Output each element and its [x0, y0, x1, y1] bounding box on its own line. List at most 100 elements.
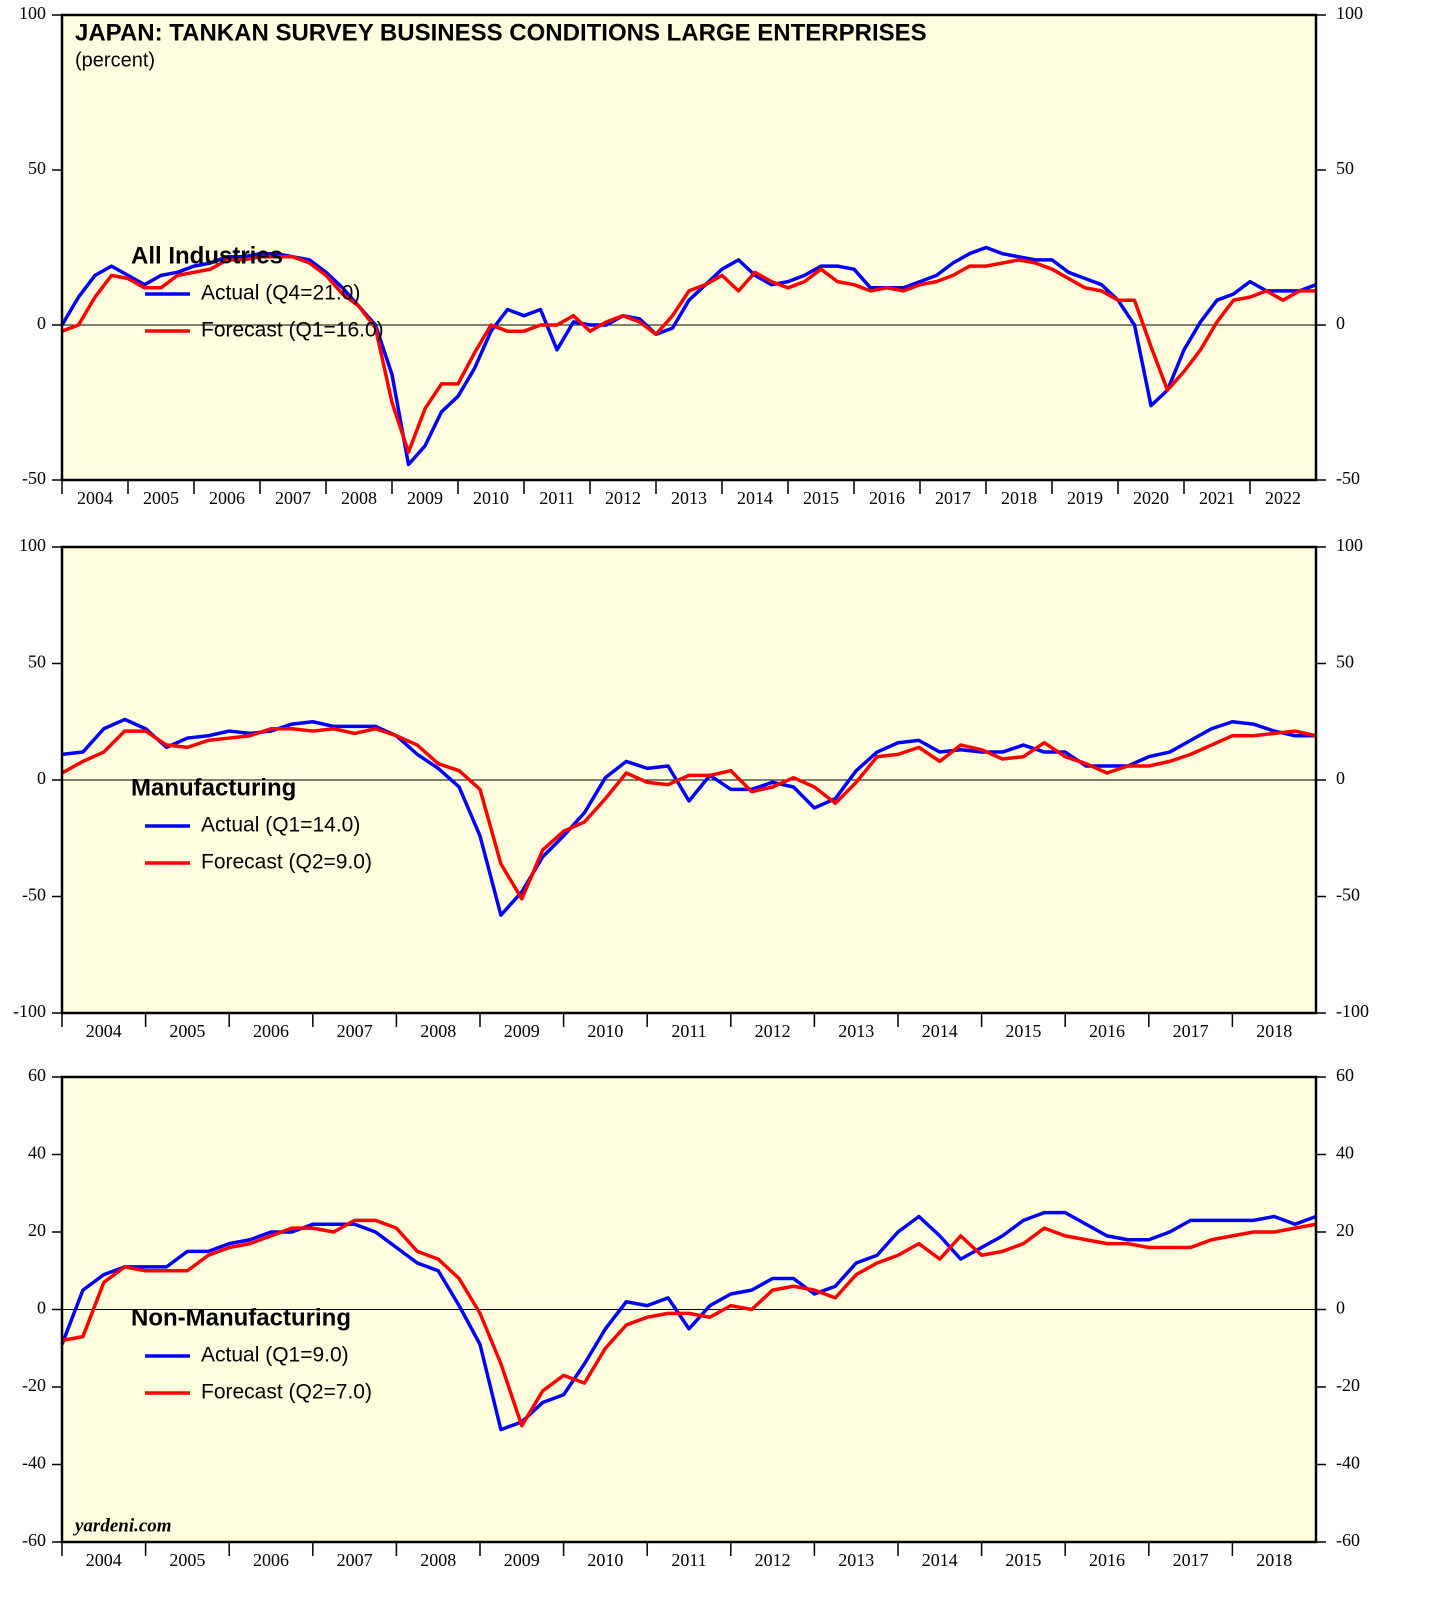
- panel-title: Manufacturing: [131, 774, 296, 801]
- x-tick-label: 2016: [869, 488, 905, 508]
- y-tick-label: -40: [22, 1453, 46, 1473]
- y-tick-label: 0: [1336, 313, 1345, 333]
- y-tick-label: 50: [28, 158, 46, 178]
- x-tick-label: 2015: [1005, 1021, 1041, 1041]
- y-tick-label: -60: [1336, 1530, 1360, 1550]
- x-tick-label: 2018: [1256, 1021, 1292, 1041]
- x-tick-label: 2020: [1133, 488, 1169, 508]
- x-tick-label: 2022: [1265, 488, 1301, 508]
- legend-label: Forecast (Q2=9.0): [201, 851, 372, 874]
- legend-label: Actual (Q1=14.0): [201, 814, 360, 837]
- y-tick-label: 100: [1336, 535, 1363, 555]
- y-tick-label: -60: [22, 1530, 46, 1550]
- legend-label: Forecast (Q1=16.0): [201, 319, 384, 342]
- series-line: [61, 1218, 1317, 1428]
- y-tick-label: 20: [1336, 1220, 1354, 1240]
- y-tick-label: 0: [37, 1298, 46, 1318]
- x-tick-label: 2018: [1256, 1550, 1292, 1570]
- x-tick-label: 2010: [473, 488, 509, 508]
- x-tick-label: 2006: [253, 1550, 289, 1570]
- x-tick-label: 2007: [337, 1550, 373, 1570]
- x-tick-label: 2011: [671, 1021, 706, 1041]
- x-tick-label: 2012: [605, 488, 641, 508]
- x-tick-label: 2004: [86, 1550, 122, 1570]
- plot-area: [62, 15, 1316, 480]
- y-tick-label: 40: [1336, 1143, 1354, 1163]
- x-tick-label: 2005: [143, 488, 179, 508]
- x-tick-label: 2006: [209, 488, 245, 508]
- x-tick-label: 2012: [755, 1021, 791, 1041]
- y-tick-label: 20: [28, 1220, 46, 1240]
- y-tick-label: -50: [22, 885, 46, 905]
- plot-frame: [60, 13, 1318, 482]
- x-tick-label: 2017: [1173, 1550, 1209, 1570]
- x-tick-label: 2011: [671, 1550, 706, 1570]
- x-tick-label: 2018: [1001, 488, 1037, 508]
- legend-label: Forecast (Q2=7.0): [201, 1381, 372, 1404]
- x-tick-label: 2010: [587, 1550, 623, 1570]
- x-tick-label: 2014: [922, 1550, 958, 1570]
- x-tick-label: 2009: [407, 488, 443, 508]
- series-line: [61, 726, 1317, 901]
- y-tick-label: -20: [1336, 1375, 1360, 1395]
- x-tick-label: 2008: [420, 1550, 456, 1570]
- y-tick-label: 40: [28, 1143, 46, 1163]
- y-tick-label: 60: [28, 1065, 46, 1085]
- x-tick-label: 2004: [77, 488, 113, 508]
- y-tick-label: -50: [1336, 885, 1360, 905]
- x-tick-label: 2021: [1199, 488, 1235, 508]
- x-tick-label: 2017: [1173, 1021, 1209, 1041]
- series-line: [61, 255, 1316, 454]
- x-tick-label: 2014: [922, 1021, 958, 1041]
- y-tick-label: -50: [1336, 468, 1360, 488]
- chart-title: JAPAN: TANKAN SURVEY BUSINESS CONDITIONS…: [75, 19, 927, 46]
- x-tick-label: 2016: [1089, 1550, 1125, 1570]
- x-tick-label: 2016: [1089, 1021, 1125, 1041]
- y-tick-label: 0: [1336, 768, 1345, 788]
- x-tick-label: 2014: [737, 488, 773, 508]
- y-tick-label: 100: [19, 3, 46, 23]
- y-tick-label: 0: [1336, 1298, 1345, 1318]
- x-tick-label: 2015: [803, 488, 839, 508]
- x-tick-label: 2009: [504, 1550, 540, 1570]
- y-tick-label: 100: [1336, 3, 1363, 23]
- y-tick-label: 50: [28, 652, 46, 672]
- x-tick-label: 2017: [935, 488, 971, 508]
- x-tick-label: 2007: [337, 1021, 373, 1041]
- y-tick-label: -100: [13, 1001, 46, 1021]
- x-tick-label: 2015: [1005, 1550, 1041, 1570]
- y-tick-label: 100: [19, 535, 46, 555]
- x-tick-label: 2013: [671, 488, 707, 508]
- x-tick-label: 2012: [755, 1550, 791, 1570]
- panel-title: Non-Manufacturing: [131, 1304, 351, 1331]
- plot-frame: [60, 545, 1318, 1015]
- y-tick-label: 0: [37, 768, 46, 788]
- panel-title: All Industries: [131, 242, 283, 269]
- y-tick-label: 60: [1336, 1065, 1354, 1085]
- x-tick-label: 2008: [341, 488, 377, 508]
- x-tick-label: 2005: [169, 1550, 205, 1570]
- y-tick-label: -20: [22, 1375, 46, 1395]
- y-tick-label: -40: [1336, 1453, 1360, 1473]
- x-tick-label: 2010: [587, 1021, 623, 1041]
- plot-frame: [60, 1075, 1318, 1544]
- chart-subtitle: (percent): [75, 49, 155, 71]
- series-line: [61, 717, 1316, 917]
- x-tick-label: 2011: [539, 488, 574, 508]
- x-tick-label: 2006: [253, 1021, 289, 1041]
- legend-label: Actual (Q4=21.0): [201, 282, 360, 305]
- x-tick-label: 2005: [169, 1021, 205, 1041]
- y-tick-label: -50: [22, 468, 46, 488]
- x-tick-label: 2013: [838, 1021, 874, 1041]
- source-note: yardeni.com: [73, 1515, 172, 1536]
- x-tick-label: 2009: [504, 1021, 540, 1041]
- x-tick-label: 2008: [420, 1021, 456, 1041]
- y-tick-label: 50: [1336, 158, 1354, 178]
- x-tick-label: 2013: [838, 1550, 874, 1570]
- y-tick-label: 0: [37, 313, 46, 333]
- x-tick-label: 2019: [1067, 488, 1103, 508]
- x-tick-label: 2004: [86, 1021, 122, 1041]
- x-tick-label: 2007: [275, 488, 311, 508]
- series-line: [60, 1210, 1317, 1432]
